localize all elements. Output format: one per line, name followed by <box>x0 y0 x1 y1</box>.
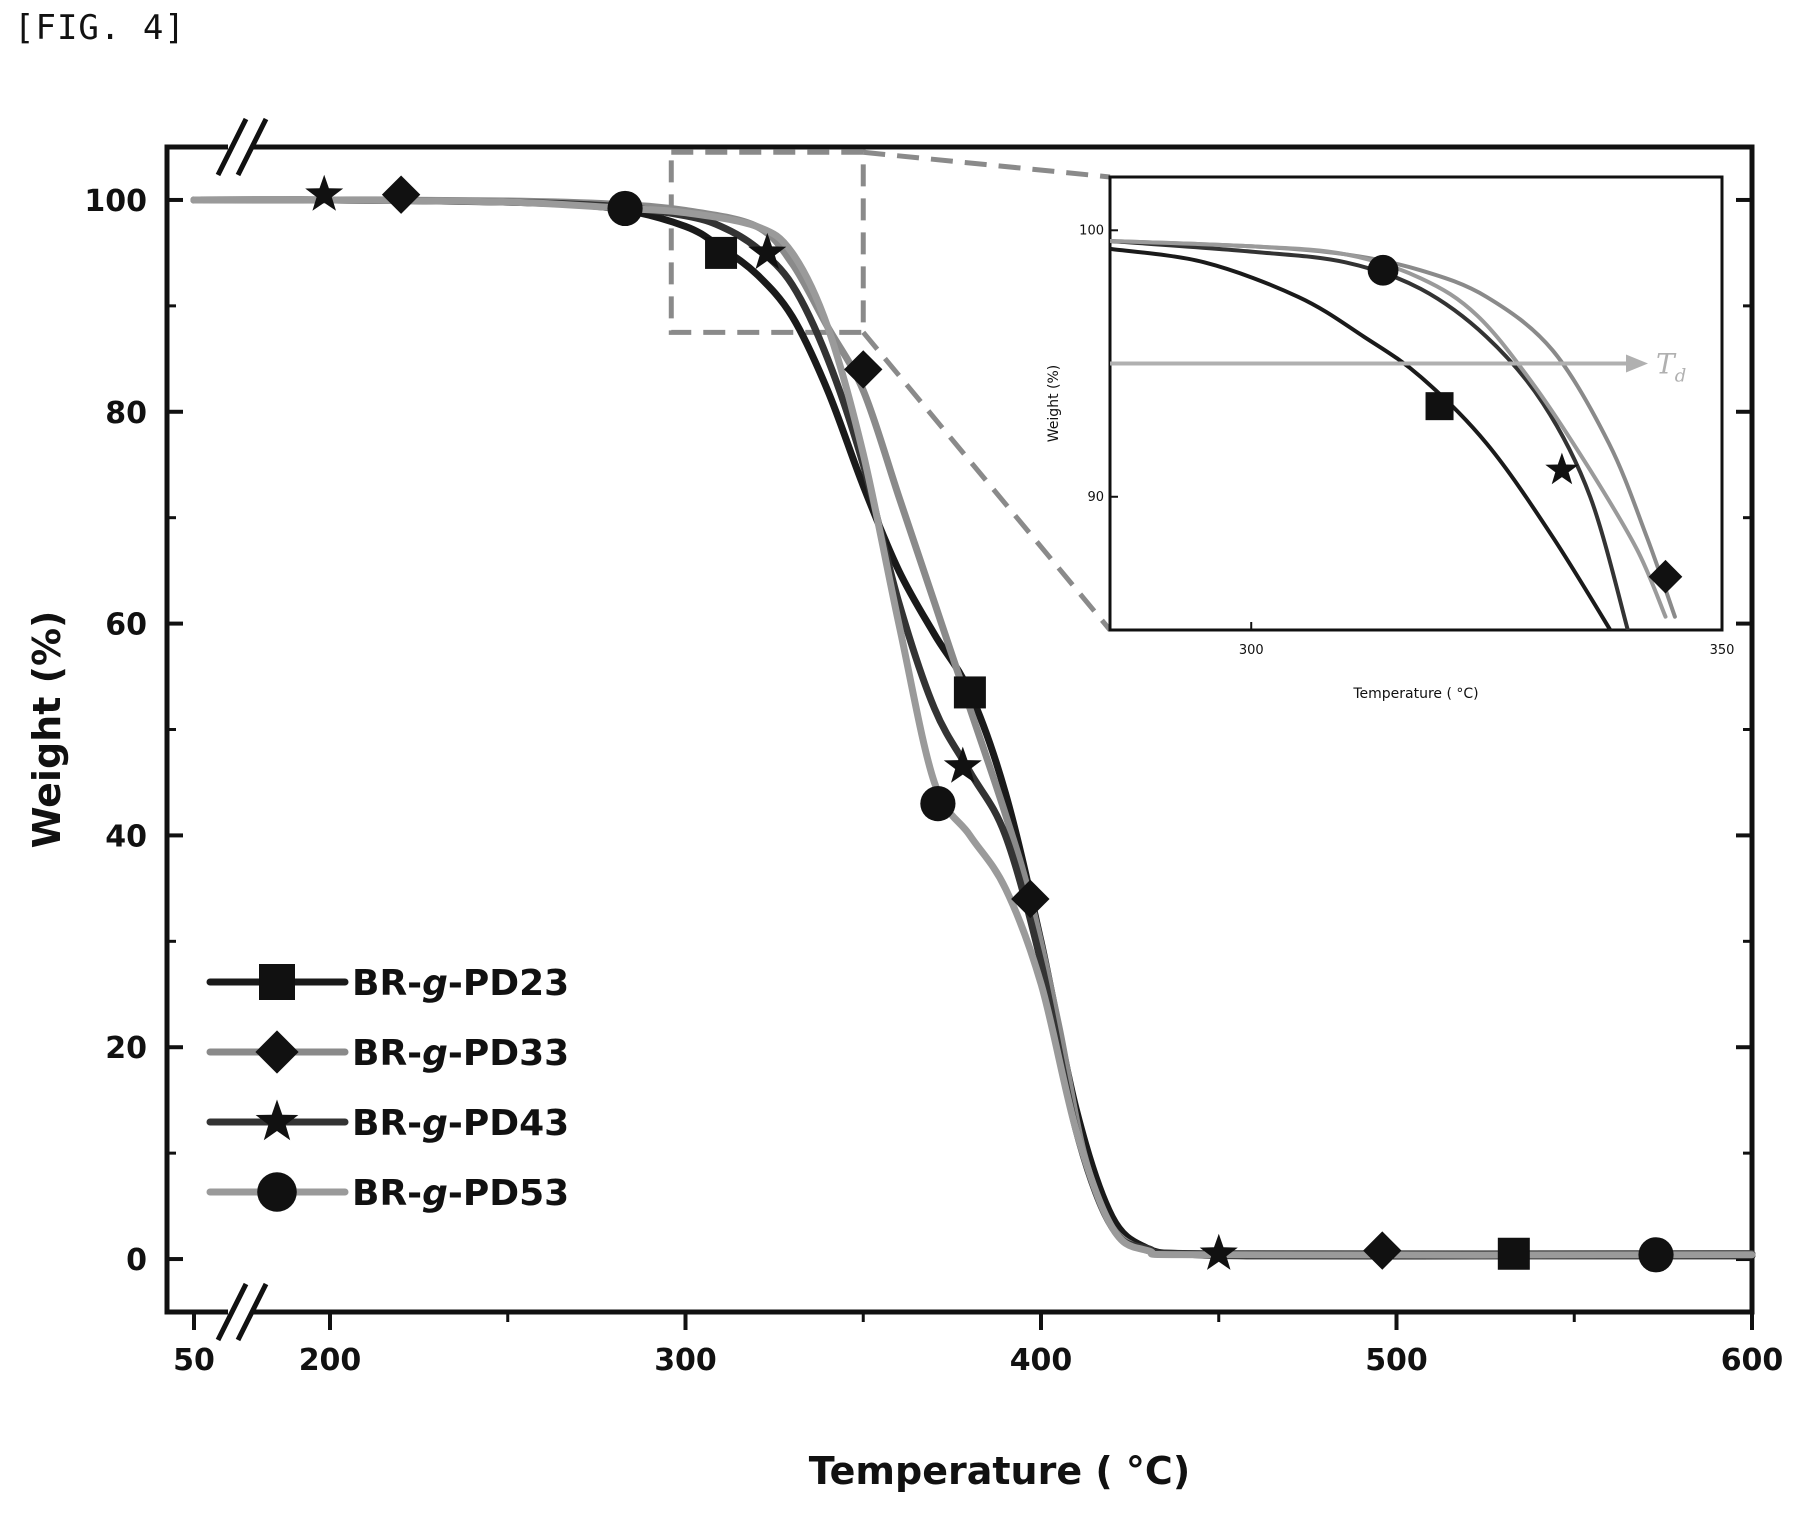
legend-label-suffix: -PD53 <box>448 1173 569 1214</box>
zoom-connector <box>861 330 1112 632</box>
x-axis-title: Temperature ( °C) <box>809 1449 1190 1493</box>
zoom-connector <box>863 149 1111 180</box>
y-axis-title: Weight (%) <box>25 611 69 849</box>
data-marker <box>705 236 738 269</box>
axis-break-slash <box>235 1282 269 1342</box>
legend-label: BR-g-PD43 <box>352 1103 569 1144</box>
legend-label-italic: g <box>422 1173 448 1214</box>
legend-label-prefix: BR- <box>352 1103 422 1144</box>
inset-x-tick-label: 300 <box>1239 643 1264 658</box>
inset-y-tick-label: 100 <box>1079 223 1104 238</box>
inset-data-marker <box>1367 254 1399 286</box>
legend-label-italic: g <box>422 1103 448 1144</box>
legend-label: BR-g-PD53 <box>352 1173 569 1214</box>
y-tick-label: 80 <box>105 396 147 431</box>
data-marker <box>953 676 986 709</box>
legend-item: BR-g-PD43 <box>206 1099 569 1144</box>
figure-label: [FIG. 4] <box>14 8 186 48</box>
data-marker <box>381 175 421 214</box>
data-marker <box>1011 879 1050 919</box>
y-tick-label: 40 <box>105 819 147 854</box>
inset-series-line <box>1110 239 1668 619</box>
legend-label-prefix: BR- <box>352 1173 422 1214</box>
inset-x-axis-title: Temperature ( °C) <box>1352 686 1478 702</box>
axis-break-slash <box>215 1282 249 1342</box>
legend-label-prefix: BR- <box>352 963 422 1004</box>
x-tick-label: 50 <box>173 1343 215 1378</box>
inset-y-tick-label: 90 <box>1087 490 1104 505</box>
legend-label-prefix: BR- <box>352 1033 422 1074</box>
legend-label-suffix: -PD43 <box>448 1103 569 1144</box>
legend-label: BR-g-PD23 <box>352 963 569 1004</box>
y-tick-label: 0 <box>126 1243 147 1278</box>
inset-frame <box>1108 175 1724 632</box>
data-marker <box>305 174 344 211</box>
data-marker <box>748 232 787 270</box>
legend-marker <box>257 1172 297 1212</box>
axis-break-bottom <box>215 1282 269 1342</box>
legend-label-italic: g <box>422 963 448 1004</box>
inset-y-axis-title: Weight (%) <box>1046 365 1062 442</box>
data-marker <box>1638 1237 1674 1273</box>
inset-series-line <box>1110 239 1630 630</box>
inset-data-marker <box>1425 392 1454 421</box>
legend-marker <box>255 1030 299 1074</box>
legend-label-italic: g <box>422 1033 448 1074</box>
axis-break-slash <box>215 117 249 177</box>
y-tick-label: 100 <box>84 184 147 219</box>
td-arrow-head <box>1626 354 1648 373</box>
main-plot: 0 20 40 60 80 100 50 200 300 400 500 600 Temperature… <box>25 117 1784 1493</box>
legend-item: BR-g-PD33 <box>206 1030 569 1074</box>
legend-item: BR-g-PD53 <box>206 1172 569 1214</box>
zoom-box <box>668 149 866 335</box>
x-tick-label: 300 <box>654 1343 717 1378</box>
axis-break-slash <box>235 117 269 177</box>
legend-label-suffix: -PD23 <box>448 963 569 1004</box>
legend-marker <box>259 964 295 1000</box>
x-tick-label: 400 <box>1010 1343 1073 1378</box>
x-tick-label: 600 <box>1721 1343 1784 1378</box>
inset-data-marker <box>1648 559 1683 594</box>
inset-curves <box>1110 239 1677 630</box>
legend-marker <box>255 1099 299 1141</box>
legend-item: BR-g-PD23 <box>206 963 569 1004</box>
legend-label-suffix: -PD33 <box>448 1033 569 1074</box>
axis-break-top <box>215 117 269 177</box>
inset-data-marker <box>1545 452 1579 485</box>
td-label-subscript: d <box>1675 366 1687 387</box>
data-marker <box>1497 1237 1530 1270</box>
data-marker <box>607 190 643 227</box>
x-tick-label: 200 <box>299 1343 362 1378</box>
y-tick-label: 60 <box>105 608 147 643</box>
x-tick-label: 500 <box>1365 1343 1428 1378</box>
data-marker <box>1199 1233 1238 1270</box>
data-marker <box>920 786 956 822</box>
data-marker <box>844 350 883 389</box>
data-marker <box>1363 1231 1402 1270</box>
data-marker <box>943 746 982 783</box>
inset-x-tick-label: 350 <box>1710 643 1735 658</box>
legend-label: BR-g-PD33 <box>352 1033 569 1074</box>
y-tick-label: 20 <box>105 1031 147 1066</box>
